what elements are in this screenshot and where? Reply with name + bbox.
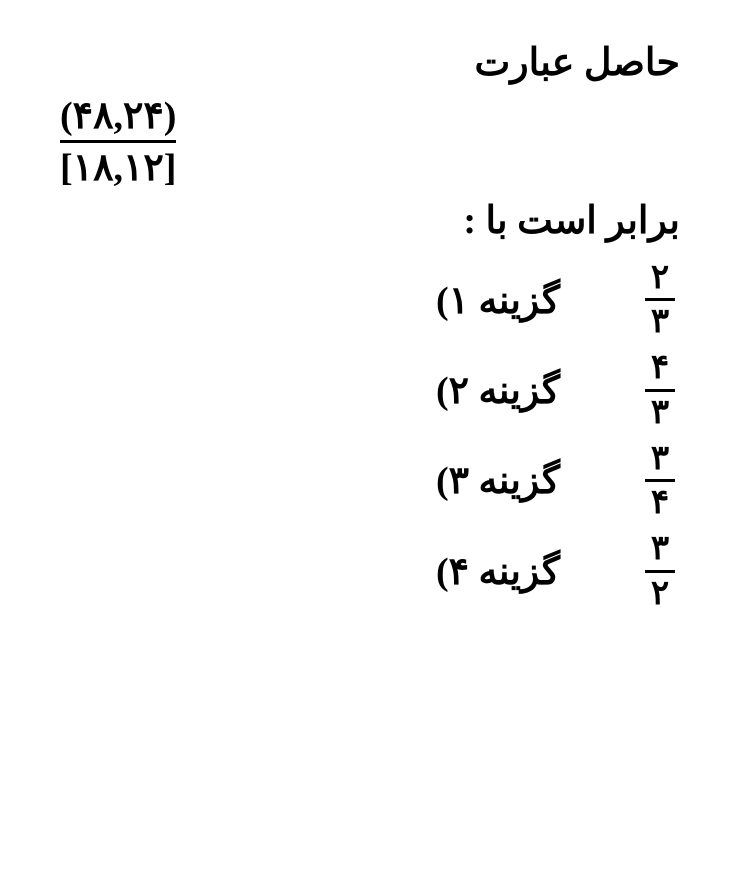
option-value: ۴ ۳ <box>640 349 680 431</box>
fraction-numerator: ۲ <box>645 259 675 301</box>
question-header: حاصل عبارت <box>60 40 680 85</box>
option-row: ۲ ۳ گزینه ۱) <box>60 259 680 341</box>
options-list: ۲ ۳ گزینه ۱) ۴ ۳ گزینه ۲) ۳ ۴ گزینه ۳) ۳ <box>60 259 680 613</box>
option-fraction: ۳ ۴ <box>645 440 675 522</box>
option-fraction: ۳ ۲ <box>645 530 675 612</box>
option-row: ۳ ۴ گزینه ۳) <box>60 440 680 522</box>
option-row: ۳ ۲ گزینه ۴) <box>60 530 680 612</box>
expression-numerator: (۴۸,۲۴) <box>60 93 176 143</box>
expression-wrapper: (۴۸,۲۴) [۱۸,۱۲] <box>60 93 680 198</box>
main-fraction: (۴۸,۲۴) [۱۸,۱۲] <box>60 93 176 190</box>
expression-denominator: [۱۸,۱۲] <box>60 143 176 190</box>
main-expression: (۴۸,۲۴) [۱۸,۱۲] <box>60 93 176 190</box>
option-value: ۲ ۳ <box>640 259 680 341</box>
option-label[interactable]: گزینه ۲) <box>400 368 560 413</box>
fraction-denominator: ۲ <box>645 573 675 612</box>
fraction-numerator: ۳ <box>645 530 675 572</box>
option-value: ۳ ۲ <box>640 530 680 612</box>
option-label[interactable]: گزینه ۱) <box>400 278 560 323</box>
fraction-numerator: ۳ <box>645 440 675 482</box>
option-label[interactable]: گزینه ۳) <box>400 458 560 503</box>
option-fraction: ۲ ۳ <box>645 259 675 341</box>
fraction-denominator: ۳ <box>645 392 675 431</box>
question-footer: برابر است با : <box>60 198 680 243</box>
fraction-numerator: ۴ <box>645 349 675 391</box>
fraction-denominator: ۳ <box>645 301 675 340</box>
option-value: ۳ ۴ <box>640 440 680 522</box>
option-label[interactable]: گزینه ۴) <box>400 549 560 594</box>
option-fraction: ۴ ۳ <box>645 349 675 431</box>
fraction-denominator: ۴ <box>645 482 675 521</box>
option-row: ۴ ۳ گزینه ۲) <box>60 349 680 431</box>
